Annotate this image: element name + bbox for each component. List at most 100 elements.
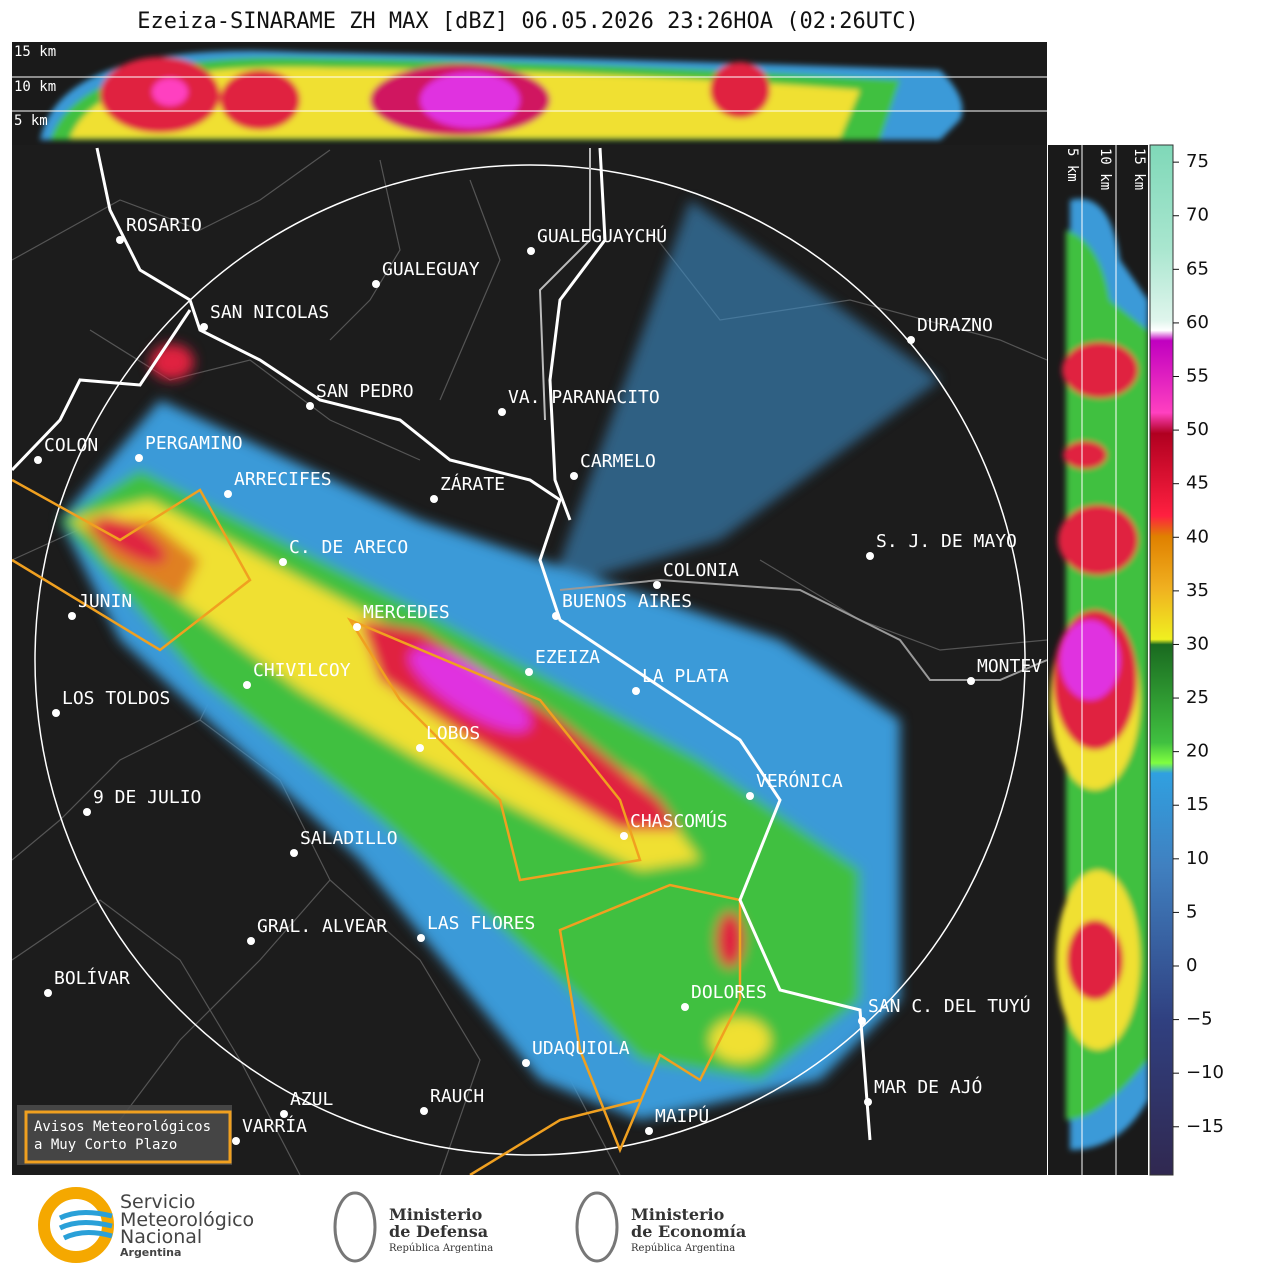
- city-label: AZUL: [290, 1089, 334, 1110]
- city-label: VARRÍA: [242, 1115, 307, 1137]
- city-dot: [746, 792, 754, 800]
- city-label: SAN PEDRO: [316, 381, 414, 402]
- colorbar-tick-label: 10: [1186, 848, 1209, 869]
- city-dot: [653, 581, 661, 589]
- city-dot: [232, 1137, 240, 1145]
- city-label: SALADILLO: [300, 828, 398, 849]
- city-label: BUENOS AIRES: [562, 591, 692, 612]
- logo-text: de Defensa: [389, 1222, 488, 1241]
- city-dot: [525, 668, 533, 676]
- city-dot: [52, 709, 60, 717]
- city-dot: [620, 832, 628, 840]
- city-label: GRAL. ALVEAR: [257, 916, 387, 937]
- city-label: BOLÍVAR: [54, 967, 130, 989]
- colorbar-tick-label: 50: [1186, 419, 1209, 440]
- city-label: S. J. DE MAYO: [876, 531, 1017, 552]
- footer: Servicio Meteorológico Nacional Argentin…: [38, 1187, 746, 1263]
- city-label: LOBOS: [426, 723, 480, 744]
- logo-text: Nacional: [120, 1226, 202, 1248]
- city-dot: [243, 681, 251, 689]
- city-dot: [645, 1127, 653, 1135]
- colorbar-tick-label: 70: [1186, 205, 1209, 226]
- city-label: LAS FLORES: [427, 913, 535, 934]
- colorbar-tick-label: 55: [1186, 366, 1209, 387]
- city-dot: [135, 454, 143, 462]
- city-label: MAR DE AJÓ: [874, 1076, 982, 1098]
- top-cross-section: 15 km 10 km 5 km: [12, 42, 1047, 145]
- city-dot: [420, 1107, 428, 1115]
- city-label: ROSARIO: [126, 215, 202, 236]
- notice-box[interactable]: Avisos Meteorológicos a Muy Corto Plazo: [17, 1105, 232, 1165]
- city-label: C. DE ARECO: [289, 537, 408, 558]
- logo-text: República Argentina: [631, 1243, 735, 1254]
- logo-text: Servicio: [120, 1191, 195, 1213]
- logo-text: de Economía: [631, 1222, 746, 1241]
- colorbar-tick-label: 20: [1186, 741, 1209, 762]
- colorbar-tick-label: 45: [1186, 473, 1209, 494]
- city-label: ARRECIFES: [234, 469, 332, 490]
- height-label: 15 km: [1131, 148, 1147, 190]
- colorbar-tick-label: 60: [1186, 312, 1209, 333]
- city-label: LOS TOLDOS: [62, 688, 170, 709]
- city-label: 9 DE JULIO: [93, 787, 201, 808]
- city-label: GUALEGUAYCHÚ: [537, 225, 667, 247]
- colorbar-tick-label: 5: [1186, 901, 1197, 922]
- colorbar-tick-label: 75: [1186, 151, 1209, 172]
- logo-text: Ministerio: [631, 1205, 725, 1224]
- notice-text: a Muy Corto Plazo: [34, 1137, 177, 1153]
- city-label: MAIPÚ: [655, 1105, 709, 1127]
- colorbar-tick-label: −10: [1186, 1062, 1224, 1083]
- city-dot: [866, 552, 874, 560]
- city-dot: [552, 612, 560, 620]
- city-dot: [858, 1017, 866, 1025]
- colorbar-tick-label: −5: [1186, 1009, 1213, 1030]
- city-label: PERGAMINO: [145, 433, 243, 454]
- city-label: DOLORES: [691, 982, 767, 1003]
- city-dot: [200, 323, 208, 331]
- colorbar-tick-label: 30: [1186, 633, 1209, 654]
- city-label: UDAQUIOLA: [532, 1038, 630, 1059]
- city-dot: [372, 280, 380, 288]
- height-label: 5 km: [1064, 148, 1080, 182]
- title: Ezeiza-SINARAME ZH MAX [dBZ] 06.05.2026 …: [137, 9, 918, 34]
- city-dot: [907, 336, 915, 344]
- city-dot: [116, 236, 124, 244]
- city-label: COLONIA: [663, 560, 739, 581]
- city-label: VERÓNICA: [756, 770, 843, 792]
- city-label: ZÁRATE: [440, 473, 505, 495]
- smn-logo: Servicio Meteorológico Nacional Argentin…: [38, 1187, 254, 1263]
- city-dot: [967, 677, 975, 685]
- colorbar-tick-label: 40: [1186, 526, 1209, 547]
- city-label: VA. PARANACITO: [508, 387, 660, 408]
- height-label: 5 km: [14, 113, 48, 129]
- city-dot: [34, 456, 42, 464]
- city-label: RAUCH: [430, 1086, 484, 1107]
- city-dot: [306, 402, 314, 410]
- city-dot: [632, 687, 640, 695]
- city-dot: [522, 1059, 530, 1067]
- city-label: COLON: [44, 435, 98, 456]
- city-dot: [279, 558, 287, 566]
- height-label: 10 km: [1097, 148, 1113, 190]
- logo-text: República Argentina: [389, 1243, 493, 1254]
- city-dot: [498, 408, 506, 416]
- city-dot: [280, 1110, 288, 1118]
- city-label: SAN NICOLAS: [210, 302, 329, 323]
- city-dot: [416, 744, 424, 752]
- city-dot: [430, 495, 438, 503]
- city-label: LA PLATA: [642, 666, 729, 687]
- city-label: SAN C. DEL TUYÚ: [868, 995, 1031, 1017]
- city-dot: [224, 490, 232, 498]
- colorbar-tick-label: 15: [1186, 794, 1209, 815]
- city-label: MERCEDES: [363, 602, 450, 623]
- city-dot: [570, 472, 578, 480]
- city-label: EZEIZA: [535, 647, 600, 668]
- city-label: DURAZNO: [917, 315, 993, 336]
- colorbar-tick-label: 25: [1186, 687, 1209, 708]
- city-dot: [83, 808, 91, 816]
- logo-text: Ministerio: [389, 1205, 483, 1224]
- colorbar-tick-label: 0: [1186, 955, 1197, 976]
- colorbar-tick-label: 65: [1186, 258, 1209, 279]
- city-label: CHIVILCOY: [253, 660, 351, 681]
